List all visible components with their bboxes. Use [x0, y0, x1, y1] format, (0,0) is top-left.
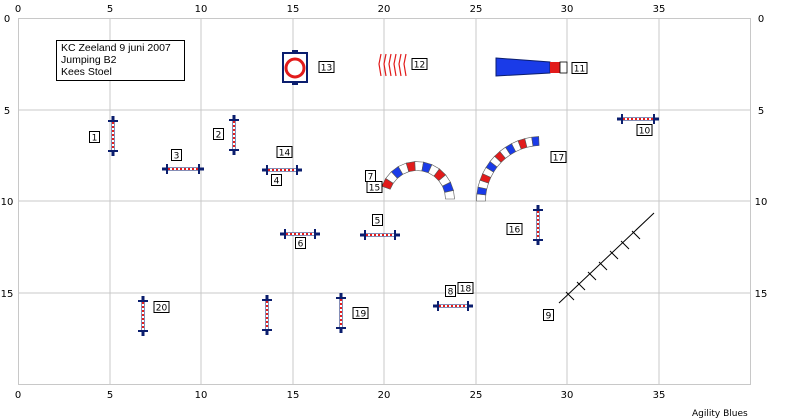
obstacle-label: 13	[318, 61, 335, 74]
obstacle-number: 17	[553, 154, 564, 164]
y-tick-right-label: 10	[755, 197, 768, 208]
course-info-line-2: Jumping B2	[61, 54, 117, 66]
obstacle-number: 6	[298, 240, 304, 250]
y-axis-right-ticks: 0 5 10 15	[755, 14, 768, 300]
jump-5	[360, 230, 400, 240]
x-tick-bottom-label: 15	[287, 390, 300, 401]
obstacle-number: 18	[460, 285, 472, 295]
jump-10	[617, 114, 659, 124]
obstacle-number: 13	[321, 64, 332, 74]
obstacle-number: 12	[414, 61, 425, 71]
course-info-box: KC Zeeland 9 juni 2007 Jumping B2 Kees S…	[56, 40, 185, 81]
obstacle-number: 14	[279, 149, 291, 159]
x-tick-top-label: 5	[107, 4, 113, 15]
obstacle-label: 4	[271, 174, 282, 187]
obstacle-number: 5	[375, 217, 381, 227]
obstacle-label: 19	[352, 307, 369, 320]
obstacle-label: 3	[171, 149, 182, 162]
x-tick-bottom-label: 30	[561, 390, 574, 401]
dog-walk-obstacle	[558, 212, 655, 304]
obstacle-number: 15	[369, 184, 380, 194]
obstacle-label: 1	[89, 131, 100, 144]
obstacle-number: 7	[368, 173, 374, 183]
obstacle-number: 9	[546, 312, 552, 322]
obstacle-label: 17	[550, 151, 567, 164]
x-tick-bottom-label: 0	[15, 390, 21, 401]
obstacle-number: 20	[156, 304, 168, 314]
jump-4-14	[262, 165, 302, 175]
x-tick-bottom-label: 10	[195, 390, 208, 401]
x-tick-top-label: 25	[470, 4, 483, 15]
obstacle-number: 1	[92, 134, 98, 144]
y-tick-right-label: 15	[755, 289, 768, 300]
obstacle-layer	[108, 114, 659, 336]
x-tick-bottom-label: 20	[378, 390, 391, 401]
course-grid	[18, 18, 751, 385]
obstacle-label: 9	[543, 309, 554, 322]
obstacle-label: 18	[457, 282, 474, 295]
jump-8-18	[433, 301, 473, 311]
jump-6	[280, 229, 320, 239]
y-tick-left-label: 10	[1, 197, 14, 208]
obstacle-label: 10	[636, 124, 653, 137]
obstacle-label: 14	[276, 146, 293, 159]
obstacle-number: 10	[639, 127, 651, 137]
y-tick-left-label: 5	[4, 106, 10, 117]
obstacle-label: 8	[445, 285, 456, 298]
obstacle-number: 16	[509, 226, 521, 236]
x-tick-top-label: 20	[378, 4, 391, 15]
obstacle-label: 5	[372, 214, 383, 227]
y-tick-left-label: 15	[1, 289, 14, 300]
jump-19	[336, 293, 346, 333]
curved-tunnel-17	[476, 136, 540, 202]
y-tick-right-label: 5	[758, 106, 764, 117]
x-tick-top-label: 30	[561, 4, 574, 15]
obstacle-label: 11	[571, 62, 588, 75]
footer-credit: Agility Blues	[692, 409, 748, 419]
obstacle-number: 8	[448, 288, 454, 298]
x-tick-bottom-label: 35	[653, 390, 666, 401]
tyre-obstacle	[282, 50, 308, 85]
obstacle-label: 2	[213, 128, 224, 141]
obstacle-label: 12	[411, 58, 428, 71]
jump-3	[162, 164, 204, 174]
curved-tunnel-7-15	[381, 161, 455, 200]
x-axis-bottom-ticks: 0 5 10 15 20 25 30 35	[15, 390, 666, 401]
x-tick-top-label: 15	[287, 4, 300, 15]
jump-16	[533, 205, 543, 245]
obstacle-number: 4	[274, 177, 280, 187]
x-axis-top-ticks: 0 5 10 15 20 25 30 35	[15, 4, 666, 15]
obstacle-label: 20	[153, 301, 170, 314]
obstacle-label: 16	[506, 223, 523, 236]
jump-1	[108, 116, 118, 156]
weave-poles-obstacle	[378, 53, 407, 77]
y-tick-right-label: 0	[758, 14, 764, 25]
x-tick-top-label: 35	[653, 4, 666, 15]
x-tick-top-label: 10	[195, 4, 208, 15]
jump-2	[229, 115, 239, 155]
obstacle-number: 11	[574, 65, 585, 75]
obstacle-number: 19	[355, 310, 367, 320]
obstacle-number: 3	[174, 152, 180, 162]
y-tick-left-label: 0	[4, 14, 10, 25]
collapsed-tunnel-obstacle	[495, 57, 568, 77]
obstacle-label: 7	[365, 170, 376, 183]
course-info-line-1: KC Zeeland 9 juni 2007	[61, 42, 171, 54]
obstacle-label: 15	[366, 181, 383, 194]
x-tick-bottom-label: 5	[107, 390, 113, 401]
course-info-line-3: Kees Stoel	[61, 66, 112, 78]
obstacle-label: 6	[295, 237, 306, 250]
x-tick-bottom-label: 25	[470, 390, 483, 401]
y-axis-left-ticks: 0 5 10 15	[1, 14, 14, 300]
x-tick-top-label: 0	[15, 4, 21, 15]
obstacle-number: 2	[216, 131, 222, 141]
jump-21	[262, 295, 272, 335]
jump-20	[138, 296, 148, 336]
